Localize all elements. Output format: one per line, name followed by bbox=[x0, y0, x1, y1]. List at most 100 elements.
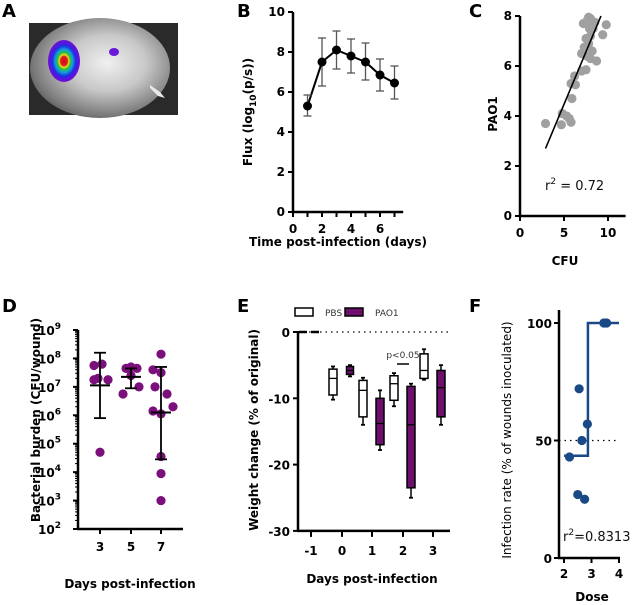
box-pbs bbox=[389, 375, 399, 402]
x-tick-label: 0 bbox=[289, 222, 297, 236]
panel-label-a: A bbox=[2, 1, 16, 22]
x-tick-label: 5 bbox=[127, 540, 135, 554]
x-tick-label: 3 bbox=[96, 540, 104, 554]
data-point bbox=[156, 495, 166, 506]
x-tick-label: 0 bbox=[516, 226, 524, 240]
y-tick-label: -10 bbox=[268, 392, 290, 406]
image-highlight bbox=[150, 85, 165, 98]
x-axis-label: Time post-infection (days) bbox=[249, 235, 427, 249]
y-tick-label: 10 bbox=[268, 5, 285, 19]
regression-line bbox=[544, 15, 602, 149]
y-axis-label: Bacterial burden (CFU/wound) bbox=[29, 318, 43, 522]
y-tick-label: -20 bbox=[268, 459, 290, 473]
data-point bbox=[602, 318, 612, 328]
data-point bbox=[93, 373, 103, 383]
data-point bbox=[540, 118, 551, 129]
y-tick-label: 0 bbox=[504, 209, 512, 223]
data-point bbox=[574, 384, 584, 394]
y-tick-label: 4 bbox=[504, 109, 512, 123]
x-tick-label: 6 bbox=[376, 222, 384, 236]
y-tick-label: 2 bbox=[277, 165, 285, 179]
panel-label-c: C bbox=[469, 1, 482, 22]
x-axis-label: CFU bbox=[552, 254, 579, 268]
data-point bbox=[156, 468, 166, 479]
y-tick-label: -30 bbox=[268, 525, 290, 539]
x-tick-label: 2 bbox=[399, 544, 407, 558]
box-pbs bbox=[358, 379, 368, 418]
data-point bbox=[134, 382, 144, 392]
box-pao1 bbox=[375, 397, 385, 446]
data-point bbox=[390, 78, 399, 88]
r-squared-annotation: r2 = 0.72 bbox=[545, 177, 604, 194]
panel-label-f: F bbox=[469, 296, 481, 317]
legend-swatch-pao1 bbox=[344, 307, 364, 317]
panel-label-d: D bbox=[2, 296, 17, 317]
legend-label-pao1: PAO1 bbox=[375, 309, 399, 319]
x-tick-label: 3 bbox=[429, 544, 437, 558]
box-pbs bbox=[328, 368, 338, 396]
data-point bbox=[564, 452, 575, 462]
data-point bbox=[95, 447, 105, 457]
legend-label-pbs: PBS bbox=[325, 309, 342, 319]
r-squared-annotation: r2=0.8313 bbox=[563, 528, 630, 545]
data-point bbox=[564, 113, 574, 124]
y-tick-label: 8 bbox=[504, 9, 512, 23]
data-point bbox=[577, 435, 587, 446]
box-pbs bbox=[419, 353, 429, 380]
data-point bbox=[303, 101, 312, 111]
y-tick-label: 102 bbox=[38, 521, 61, 537]
y-axis-label: Flux (log10(p/s)) bbox=[241, 58, 259, 166]
box-pao1 bbox=[406, 385, 416, 489]
y-tick-label: 8 bbox=[277, 45, 285, 59]
panel-c-chart: 0 2 4 6 8 0 5 10 r2 = 0.72 CFU PAO1 bbox=[486, 9, 626, 268]
y-tick-label: 6 bbox=[277, 85, 285, 99]
data-point bbox=[97, 359, 107, 369]
x-tick-label: 1 bbox=[368, 544, 376, 558]
data-point bbox=[103, 375, 113, 385]
x-axis-label: Days post-infection bbox=[64, 577, 195, 591]
data-point bbox=[582, 419, 592, 429]
data-point bbox=[375, 70, 385, 80]
data-point bbox=[598, 30, 608, 40]
x-tick-label: 4 bbox=[615, 567, 623, 581]
luminescence-signal-minor bbox=[109, 48, 119, 56]
significance-annotation: p<0.05 bbox=[386, 351, 419, 361]
y-tick-label: 0 bbox=[282, 326, 290, 340]
panel-label-e: E bbox=[237, 296, 249, 317]
y-axis-label: PAO1 bbox=[486, 96, 500, 132]
x-tick-label: 2 bbox=[560, 567, 568, 581]
data-point bbox=[332, 45, 341, 55]
step-fit-line bbox=[564, 321, 619, 458]
data-point bbox=[573, 489, 583, 500]
data-point bbox=[118, 389, 128, 399]
data-point bbox=[162, 389, 172, 399]
data-point bbox=[584, 12, 594, 22]
y-tick-label: 0 bbox=[544, 552, 552, 566]
x-tick-label: 5 bbox=[560, 226, 568, 240]
y-axis-label: Weight change (% of original) bbox=[247, 329, 261, 531]
y-tick-label: 6 bbox=[504, 59, 512, 73]
y-tick-label: 100 bbox=[527, 317, 552, 331]
data-point bbox=[156, 349, 166, 359]
x-tick-label: 7 bbox=[157, 540, 165, 554]
y-tick-label: 0 bbox=[277, 205, 285, 219]
x-axis-label: Dose bbox=[575, 590, 609, 604]
data-point bbox=[591, 56, 602, 66]
data-point bbox=[317, 57, 327, 67]
data-point bbox=[581, 65, 591, 75]
data-point bbox=[580, 494, 590, 504]
box-pao1 bbox=[436, 369, 446, 418]
panel-a-image bbox=[29, 18, 178, 118]
data-point bbox=[567, 93, 577, 104]
x-tick-label: 0 bbox=[338, 544, 346, 558]
x-tick-label: -1 bbox=[304, 544, 317, 558]
data-point bbox=[556, 120, 566, 130]
data-point bbox=[150, 382, 160, 392]
legend-swatch-pbs bbox=[294, 307, 314, 317]
data-point bbox=[587, 46, 597, 56]
y-tick-label: 50 bbox=[535, 435, 552, 449]
data-point bbox=[168, 402, 178, 412]
